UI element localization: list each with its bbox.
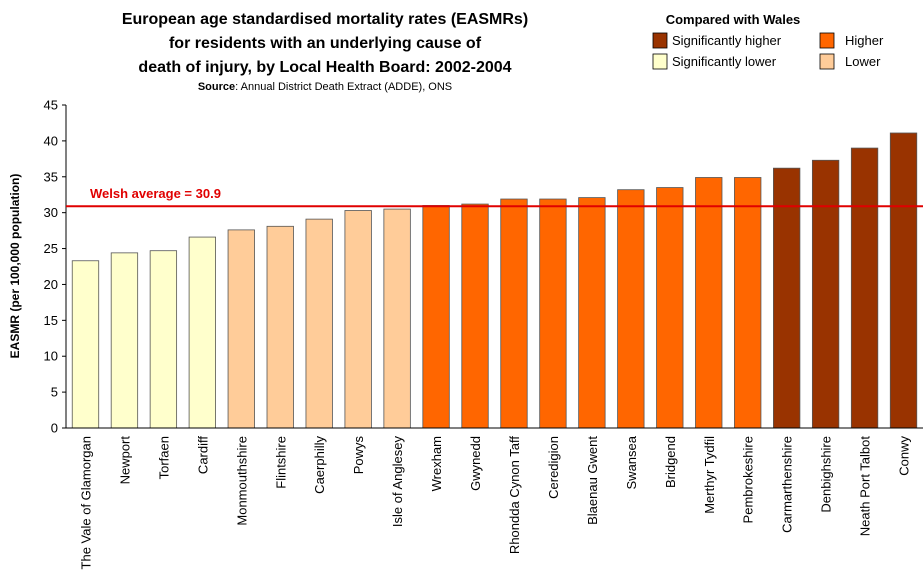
x-tick-label: Wrexham (429, 436, 444, 491)
bar (578, 197, 606, 429)
bar (811, 159, 840, 429)
bar (227, 229, 255, 429)
bar (305, 218, 333, 429)
bar (539, 198, 567, 429)
y-tick-label: 40 (44, 133, 58, 148)
x-tick-label: Powys (351, 436, 366, 475)
x-tick-label: Caerphilly (312, 436, 327, 494)
x-tick-label: Torfaen (156, 436, 171, 479)
y-tick-label: 5 (51, 385, 58, 400)
source: Source: Annual District Death Extract (A… (198, 81, 452, 93)
x-tick-label: Isle of Anglesey (390, 436, 405, 528)
x-tick-label: Pembrokeshire (741, 436, 756, 523)
bar (110, 252, 139, 429)
x-tick-label: Ceredigion (546, 436, 561, 499)
bar (734, 177, 762, 429)
y-tick-label: 15 (44, 313, 58, 328)
x-tick-label: Conwy (897, 436, 912, 476)
y-tick-label: 30 (44, 205, 58, 220)
x-tick-label: Blaenau Gwent (585, 436, 600, 525)
bar (344, 210, 372, 429)
legend-swatch (652, 53, 668, 70)
bar (71, 260, 100, 429)
bar (695, 177, 723, 429)
legend-label: Significantly higher (672, 33, 782, 48)
x-tick-label: Gwynedd (468, 436, 483, 491)
y-tick-label: 20 (44, 277, 58, 292)
legend-label: Higher (845, 33, 884, 48)
x-tick-label: Denbighshire (819, 436, 834, 513)
bar (149, 250, 178, 429)
chart-title: for residents with an underlying cause o… (169, 35, 482, 52)
bar (617, 189, 645, 429)
source-text: : Annual District Death Extract (ADDE), … (235, 81, 452, 93)
bar (773, 167, 801, 429)
x-tick-label: Swansea (624, 435, 639, 489)
y-tick-label: 25 (44, 241, 58, 256)
x-tick-label: Newport (117, 436, 132, 485)
reference-label: Welsh average = 30.9 (90, 186, 221, 201)
x-tick-label: Bridgend (663, 436, 678, 488)
x-tick-label: The Vale of Glamorgan (78, 436, 93, 569)
bar (266, 225, 294, 429)
bar (656, 187, 684, 429)
x-tick-label: Merthyr Tydfil (702, 436, 717, 514)
y-tick-label: 0 (51, 421, 58, 436)
bar (461, 203, 489, 429)
x-tick-label: Carmarthenshire (780, 436, 795, 533)
x-tick-label: Neath Port Talbot (858, 436, 873, 537)
legend-swatch (652, 32, 668, 49)
source-label: Source (198, 81, 235, 93)
bar (850, 147, 879, 429)
legend-label: Significantly lower (672, 54, 777, 69)
x-tick-label: Cardiff (195, 436, 210, 474)
bar (422, 205, 450, 429)
bar (383, 208, 411, 429)
x-tick-label: Monmouthshire (234, 436, 249, 526)
legend-title: Compared with Wales (666, 12, 801, 27)
y-axis-label: EASMR (per 100,000 population) (8, 174, 22, 359)
x-tick-label: Flintshire (273, 436, 288, 489)
chart-title: European age standardised mortality rate… (122, 11, 528, 28)
y-tick-label: 10 (44, 349, 58, 364)
bar (500, 198, 528, 429)
chart-title: death of injury, by Local Health Board: … (138, 59, 511, 76)
legend-swatch (819, 53, 835, 70)
y-tick-label: 35 (44, 169, 58, 184)
legend-label: Lower (845, 54, 881, 69)
bar (889, 132, 918, 429)
x-tick-label: Rhondda Cynon Taff (507, 436, 522, 554)
legend-swatch (819, 32, 835, 49)
bar (188, 236, 216, 429)
y-tick-label: 45 (44, 98, 58, 113)
